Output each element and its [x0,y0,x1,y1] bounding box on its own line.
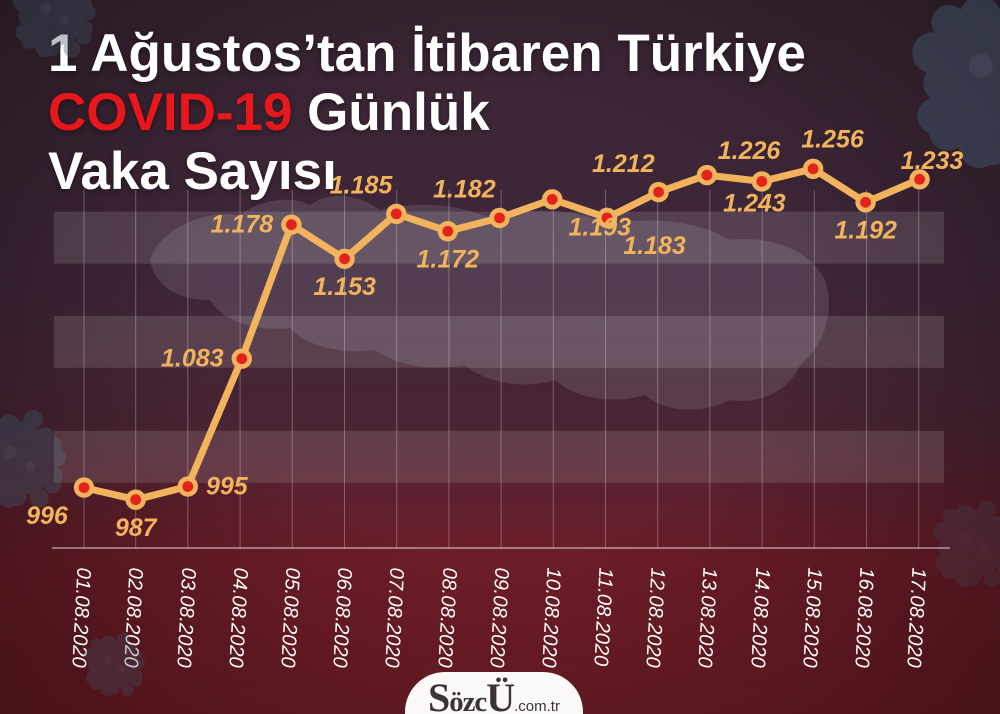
svg-text:995: 995 [206,473,249,501]
svg-text:1.153: 1.153 [313,273,376,301]
svg-text:1.212: 1.212 [592,150,655,178]
svg-text:1.243: 1.243 [723,189,786,217]
svg-text:987: 987 [115,514,158,542]
svg-text:1.185: 1.185 [330,172,394,200]
svg-text:1.183: 1.183 [623,232,686,260]
svg-text:1.192: 1.192 [834,217,897,245]
svg-text:1.256: 1.256 [801,126,865,154]
svg-text:1.226: 1.226 [718,137,782,165]
svg-text:1.193: 1.193 [569,214,632,242]
svg-text:1.182: 1.182 [433,176,496,204]
svg-text:996: 996 [26,502,69,530]
svg-text:1.083: 1.083 [161,345,224,373]
svg-text:1.233: 1.233 [901,147,964,175]
svg-text:1.172: 1.172 [417,245,480,273]
svg-text:1.178: 1.178 [211,211,274,239]
